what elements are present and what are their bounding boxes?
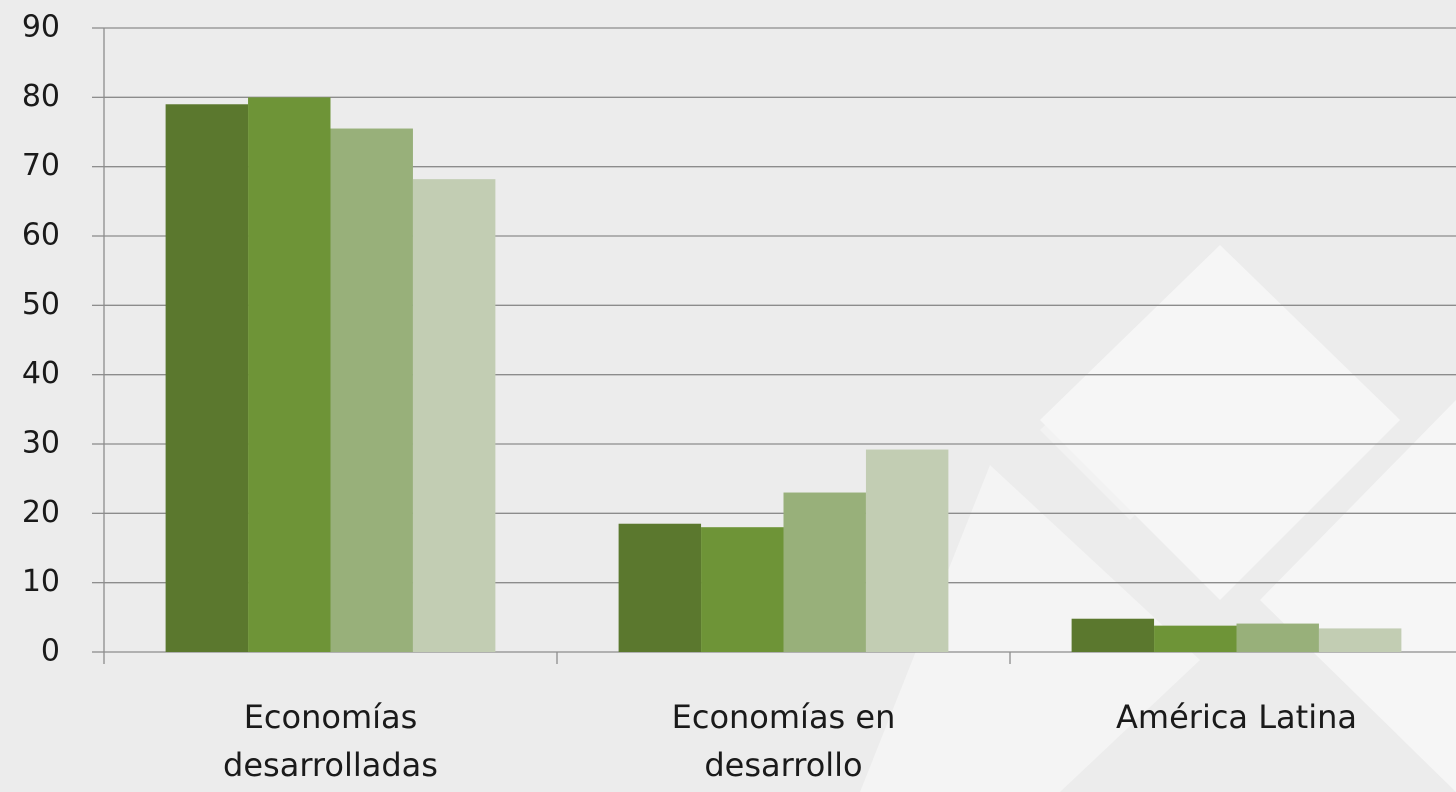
bar <box>1071 618 1155 652</box>
y-tick-label: 50 <box>22 287 60 322</box>
y-tick-label: 20 <box>22 495 60 530</box>
x-tick-label: Economías desarrolladas <box>223 698 438 784</box>
y-tick-label: 40 <box>22 356 60 391</box>
bar <box>701 527 784 652</box>
y-tick-label: 70 <box>22 148 60 183</box>
bar <box>248 97 331 653</box>
bar <box>783 492 866 652</box>
y-tick-label: 0 <box>41 634 60 669</box>
y-tick-label: 30 <box>22 426 60 461</box>
x-tick-label: América Latina <box>1116 698 1357 736</box>
bar <box>330 128 413 653</box>
background-decoration <box>860 245 1456 792</box>
bar <box>865 449 949 652</box>
y-tick-label: 10 <box>22 564 60 599</box>
bar <box>1154 625 1237 652</box>
bar <box>1318 628 1402 652</box>
bar <box>1236 623 1319 652</box>
x-tick-label: Economías en desarrollo <box>671 698 896 784</box>
y-tick-label: 90 <box>22 10 60 45</box>
y-tick-label: 60 <box>22 218 60 253</box>
bar <box>412 179 496 652</box>
bar <box>165 104 249 653</box>
y-tick-label: 80 <box>22 79 60 114</box>
bar <box>618 523 702 652</box>
